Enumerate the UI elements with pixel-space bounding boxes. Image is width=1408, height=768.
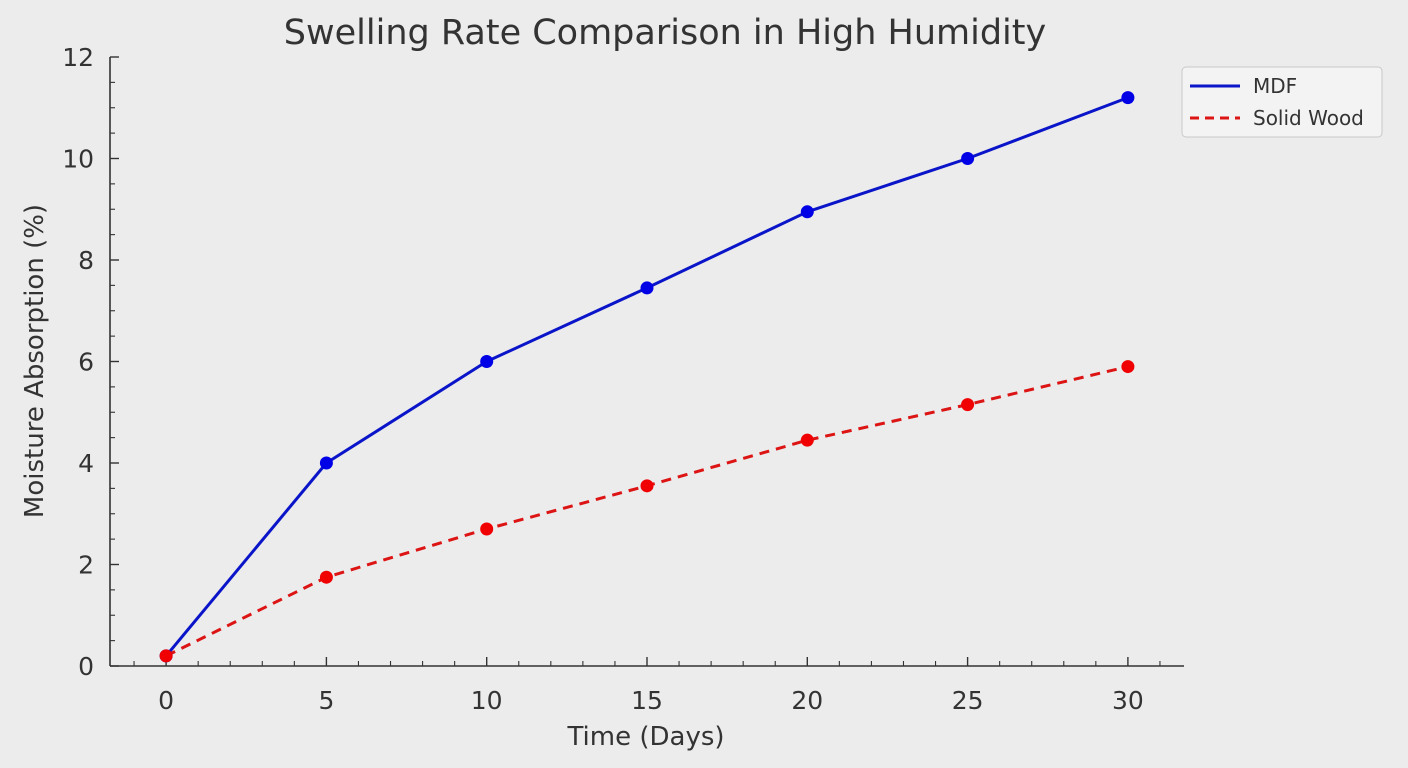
y-tick-label: 12 [62,43,94,72]
data-point-solid-wood [800,433,814,447]
y-tick-label: 0 [78,652,94,681]
data-point-mdf [640,281,654,295]
data-point-solid-wood [319,570,333,584]
y-tick-label: 8 [78,246,94,275]
y-tick-label: 6 [78,348,94,377]
data-point-mdf [800,205,814,219]
legend-label-solid-wood: Solid Wood [1253,106,1364,130]
series-layer [159,91,1135,663]
x-tick-label: 30 [1112,686,1144,715]
y-tick-label: 10 [62,145,94,174]
data-point-solid-wood [159,649,173,663]
y-tick-label: 2 [78,551,94,580]
data-point-mdf [319,456,333,470]
x-tick-label: 15 [631,686,663,715]
data-point-solid-wood [1121,360,1135,374]
x-tick-label: 5 [318,686,334,715]
x-tick-label: 25 [952,686,984,715]
x-tick-label: 10 [471,686,503,715]
legend: MDF Solid Wood [1181,66,1383,138]
x-tick-label: 0 [158,686,174,715]
data-point-mdf [961,152,975,165]
data-point-mdf [1121,91,1135,105]
legend-label-mdf: MDF [1253,74,1297,98]
y-axis-label: Moisture Absorption (%) [20,204,50,518]
chart-title: Swelling Rate Comparison in High Humidit… [284,13,1046,53]
x-axis-label: Time (Days) [566,722,724,752]
data-point-solid-wood [480,522,494,536]
x-tick-label: 20 [791,686,823,715]
data-point-solid-wood [961,398,975,412]
data-point-solid-wood [640,479,654,493]
ticks: 0 2 4 6 8 10 12 0 5 10 15 20 25 30 [62,43,1161,715]
data-point-mdf [480,355,494,368]
y-tick-label: 4 [78,449,94,478]
